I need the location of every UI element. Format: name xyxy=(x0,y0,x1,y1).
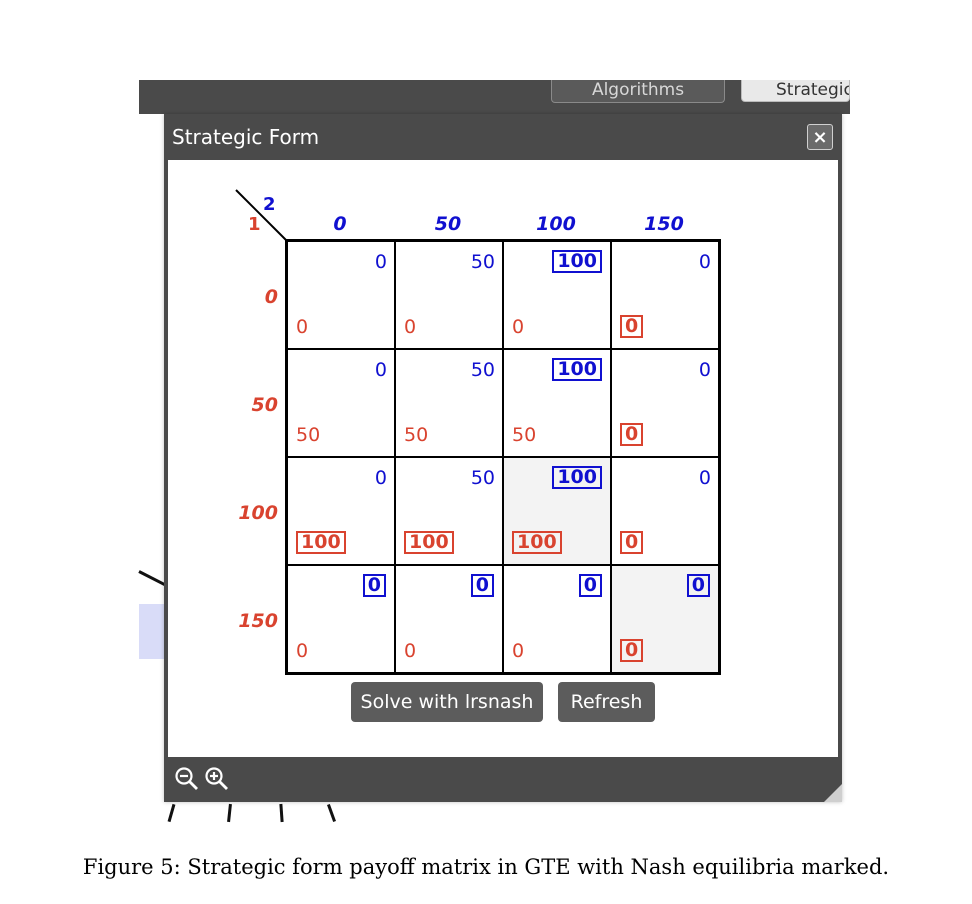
player2-payoff: 0 xyxy=(578,574,602,597)
player1-payoff: 0 xyxy=(620,639,644,662)
payoff-cell[interactable]: 100 100 xyxy=(503,457,611,565)
player2-payoff: 100 xyxy=(552,250,602,273)
row-strategy-label: 50 xyxy=(251,394,278,416)
player1-payoff: 0 xyxy=(512,640,525,662)
payoff-cell[interactable]: 0 100 xyxy=(287,457,395,565)
payoff-matrix: 0 0 50 0 100 0 0 0 0 50 50 50 100 50 0 0 0 100 50 100 100 100… xyxy=(285,239,721,675)
strategic-form-content: 2 1 0 50 100 150 0 50 100 150 0 0 50 0 100 0 0… xyxy=(168,160,838,757)
player2-payoff: 0 xyxy=(686,574,710,597)
player2-payoff: 0 xyxy=(470,574,494,597)
zoom-out-icon[interactable] xyxy=(174,766,200,792)
player1-payoff: 0 xyxy=(512,316,525,338)
player1-payoff: 50 xyxy=(404,424,429,446)
player2-payoff: 50 xyxy=(470,251,495,273)
refresh-button[interactable]: Refresh xyxy=(558,682,655,722)
figure-caption: Figure 5: Strategic form payoff matrix i… xyxy=(82,855,890,879)
player2-payoff: 100 xyxy=(552,466,602,489)
close-button[interactable]: × xyxy=(807,124,833,150)
close-icon: × xyxy=(812,127,828,148)
player2-payoff: 100 xyxy=(552,358,602,381)
player1-payoff: 50 xyxy=(512,424,537,446)
row-strategy-label: 150 xyxy=(238,610,278,632)
row-player-label: 1 xyxy=(248,214,261,235)
player1-payoff: 100 xyxy=(296,531,346,554)
player2-payoff: 0 xyxy=(362,574,386,597)
payoff-cell[interactable]: 100 50 xyxy=(503,349,611,457)
background-tree-edge xyxy=(279,803,284,823)
strategic-form-window: Strategic Form × 2 1 0 50 100 150 0 50 1… xyxy=(164,114,842,802)
player2-payoff: 0 xyxy=(374,359,387,381)
zoom-in-icon[interactable] xyxy=(204,766,230,792)
row-strategy-label: 0 xyxy=(264,286,278,308)
player2-payoff: 50 xyxy=(470,467,495,489)
player1-payoff: 100 xyxy=(512,531,562,554)
player1-payoff: 0 xyxy=(296,316,309,338)
column-strategy-label: 150 xyxy=(644,213,684,235)
window-title: Strategic Form xyxy=(172,125,320,149)
resize-handle[interactable] xyxy=(824,784,842,802)
player1-payoff: 50 xyxy=(296,424,321,446)
tab-algorithms[interactable]: Algorithms xyxy=(551,80,725,103)
app-top-bar: Algorithms Strategic xyxy=(139,80,850,114)
payoff-cell[interactable]: 0 50 xyxy=(287,349,395,457)
column-strategy-label: 0 xyxy=(333,213,347,235)
column-player-label: 2 xyxy=(263,194,276,215)
player2-payoff: 0 xyxy=(698,251,711,273)
player2-payoff: 50 xyxy=(470,359,495,381)
player2-payoff: 0 xyxy=(374,467,387,489)
player1-payoff: 0 xyxy=(296,640,309,662)
player1-payoff: 0 xyxy=(620,531,644,554)
solve-lrsnash-button[interactable]: Solve with lrsnash xyxy=(351,682,543,722)
payoff-cell[interactable]: 100 0 xyxy=(503,241,611,349)
player1-payoff: 0 xyxy=(404,316,417,338)
player1-payoff: 0 xyxy=(404,640,417,662)
column-strategy-label: 100 xyxy=(536,213,576,235)
background-tree-edge xyxy=(327,804,336,822)
player2-payoff: 0 xyxy=(698,359,711,381)
payoff-cell[interactable]: 50 100 xyxy=(395,457,503,565)
player1-payoff: 100 xyxy=(404,531,454,554)
background-node-highlight xyxy=(139,604,167,659)
player1-payoff: 0 xyxy=(620,423,644,446)
player-divider-line xyxy=(235,189,287,241)
player2-payoff: 0 xyxy=(374,251,387,273)
background-tree-edge xyxy=(227,803,232,823)
background-tree-edge xyxy=(167,803,176,823)
row-strategy-label: 100 xyxy=(238,502,278,524)
player2-payoff: 0 xyxy=(698,467,711,489)
player1-payoff: 0 xyxy=(620,315,644,338)
payoff-cell[interactable]: 50 0 xyxy=(395,241,503,349)
payoff-cell[interactable]: 50 50 xyxy=(395,349,503,457)
column-strategy-label: 50 xyxy=(434,213,462,235)
tab-strategic[interactable]: Strategic xyxy=(741,80,850,102)
